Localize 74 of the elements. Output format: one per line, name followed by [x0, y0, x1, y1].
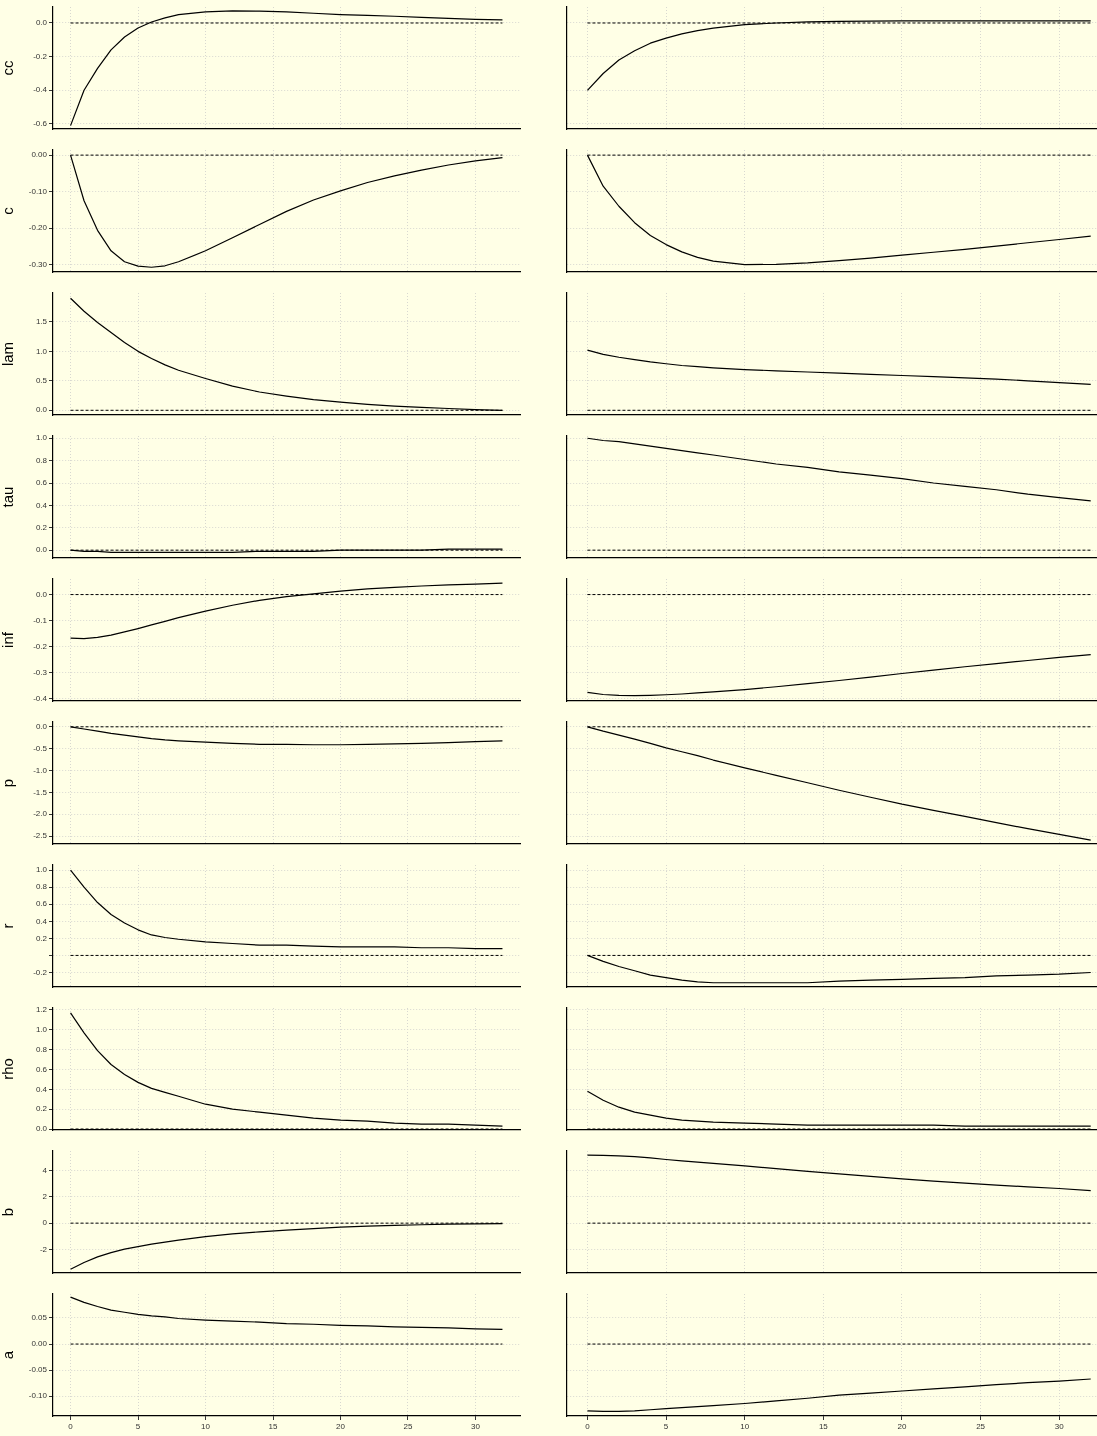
- y-tick-label: 1.5: [35, 317, 48, 327]
- y-tick-label: 0.8: [35, 455, 48, 465]
- y-tick-label: 0.00: [31, 1339, 48, 1349]
- y-tick-label: 1.2: [35, 1005, 48, 1015]
- y-tick-label: 0.2: [35, 933, 48, 943]
- y-tick-label: 1.0: [35, 433, 48, 443]
- y-tick-label: 0.0: [35, 405, 48, 415]
- y-axis-title: r: [0, 923, 17, 929]
- y-tick-label: 0.8: [35, 1044, 48, 1054]
- y-tick-label: 0.0: [35, 589, 48, 599]
- x-tick-label: 10: [740, 1422, 750, 1431]
- y-tick-label: 1.0: [35, 1025, 48, 1035]
- y-tick-label: 0.6: [35, 899, 48, 909]
- x-tick-label: 0: [68, 1422, 74, 1431]
- y-tick-label: -1.5: [33, 787, 48, 797]
- y-tick-label: 0.05: [31, 1313, 48, 1323]
- y-tick-label: -0.4: [33, 693, 48, 703]
- y-tick-label: -0.3: [33, 667, 48, 677]
- y-axis-title: a: [0, 1350, 17, 1360]
- y-axis-title: lam: [0, 341, 17, 367]
- y-axis-title: b: [0, 1207, 17, 1217]
- y-tick-label: 0: [42, 1218, 48, 1228]
- y-axis-title: tau: [0, 486, 17, 508]
- y-tick-label: -0.10: [28, 1391, 48, 1401]
- y-tick-label: -2.0: [33, 809, 48, 819]
- x-tick-label: 15: [268, 1422, 278, 1431]
- y-tick-label: 0.4: [35, 916, 48, 926]
- y-tick-label: -0.6: [33, 119, 48, 129]
- y-tick-label: 0.8: [35, 882, 48, 892]
- y-tick-label: -0.2: [33, 967, 48, 977]
- y-tick-label: 1.0: [35, 346, 48, 356]
- y-tick-label: 4: [42, 1165, 48, 1175]
- y-tick-label: 0.2: [35, 522, 48, 532]
- y-tick-label: -2.5: [33, 831, 48, 841]
- y-tick-label: 1.0: [35, 865, 48, 875]
- x-tick-label: 5: [663, 1422, 669, 1431]
- x-tick-label: 20: [336, 1422, 346, 1431]
- x-tick-label: 10: [201, 1422, 211, 1431]
- y-tick-label: 0.00: [31, 150, 48, 160]
- x-tick-label: 20: [897, 1422, 907, 1431]
- x-tick-label: 5: [135, 1422, 141, 1431]
- y-tick-label: -0.4: [33, 85, 48, 95]
- y-tick-label: 0.0: [35, 1124, 48, 1134]
- y-tick-label: -0.2: [33, 51, 48, 61]
- y-tick-label: 0.2: [35, 1104, 48, 1114]
- y-tick-label: 0.5: [35, 376, 48, 386]
- y-axis-title: c: [0, 206, 17, 215]
- y-tick-label: 0.6: [35, 1064, 48, 1074]
- y-tick-label: -1.0: [33, 765, 48, 775]
- y-tick-label: 2: [42, 1192, 48, 1202]
- x-tick-label: 25: [976, 1422, 986, 1431]
- y-tick-label: -0.05: [28, 1365, 48, 1375]
- y-tick-label: -0.5: [33, 743, 48, 753]
- x-tick-label: 30: [471, 1422, 481, 1431]
- y-tick-label: 0.4: [35, 1084, 48, 1094]
- y-tick-label: 0.6: [35, 478, 48, 488]
- y-tick-label: 0.4: [35, 500, 48, 510]
- y-tick-label: -0.30: [28, 259, 48, 269]
- y-tick-label: 0.0: [35, 18, 48, 28]
- x-tick-label: 0: [585, 1422, 591, 1431]
- x-tick-label: 15: [818, 1422, 829, 1431]
- y-tick-label: -0.1: [33, 615, 48, 625]
- y-axis-title: rho: [0, 1058, 17, 1080]
- x-tick-label: 30: [1054, 1422, 1065, 1431]
- y-tick-label: -2: [39, 1244, 48, 1254]
- y-tick-label: -0.2: [33, 641, 48, 651]
- x-tick-label: 25: [403, 1422, 413, 1431]
- y-axis-title: inf: [0, 631, 17, 648]
- y-tick-label: 0.0: [35, 722, 48, 732]
- y-tick-label: 0.0: [35, 545, 48, 555]
- y-axis-title: p: [0, 778, 17, 788]
- y-tick-label: -0.10: [28, 186, 48, 196]
- y-tick-label: -0.20: [28, 223, 48, 233]
- y-axis-title: cc: [0, 60, 17, 76]
